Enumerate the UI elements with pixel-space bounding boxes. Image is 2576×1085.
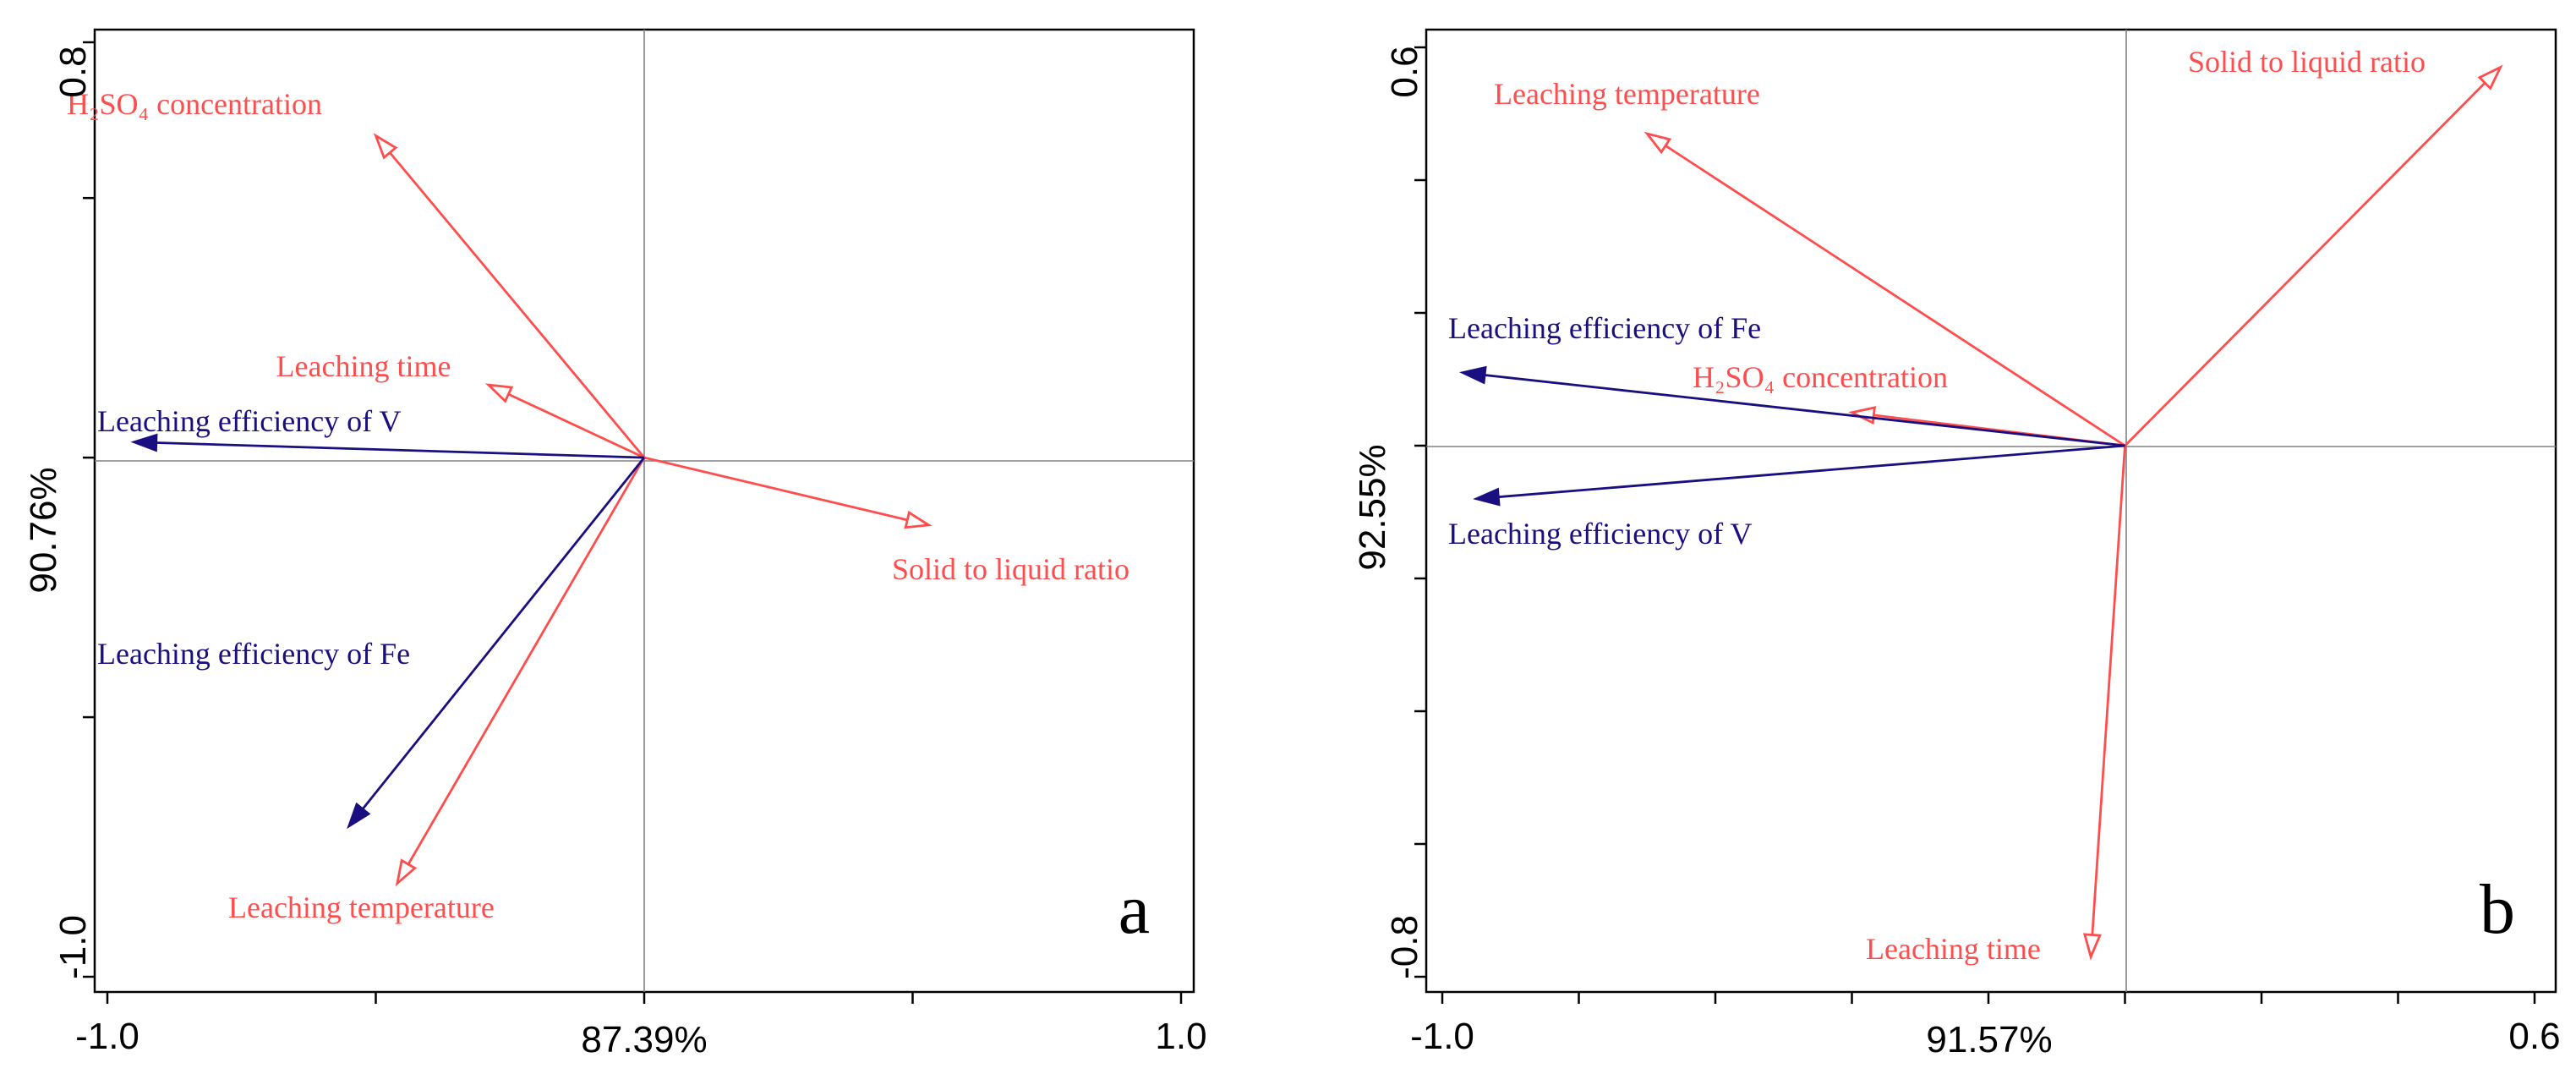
panel-a-x-tick-max: 1.0 xyxy=(1155,1016,1206,1057)
vector-label: Leaching efficiency of Fe xyxy=(1448,311,1761,345)
vector-label: Leaching time xyxy=(1866,932,2041,966)
vector-label: Leaching temperature xyxy=(1494,77,1760,111)
panel-a-letter: a xyxy=(1118,870,1150,949)
panel-a-vector-solid-to-liquid-ratio: Solid to liquid ratio xyxy=(643,456,1129,586)
arrowhead-icon xyxy=(1473,487,1501,507)
vector-line xyxy=(507,392,645,459)
arrowhead-icon xyxy=(395,858,418,887)
panel-b-vector-leaching-time: Leaching time xyxy=(1866,445,2126,966)
panel-a-y-axis-label: 90.76% xyxy=(23,467,64,593)
panel-a-x-tick-min: -1.0 xyxy=(75,1016,139,1057)
panel-a-y-tick-bottom: -1.0 xyxy=(52,915,94,979)
vector-line xyxy=(156,441,645,459)
panel-a-ticks xyxy=(83,41,1183,1004)
vector-line xyxy=(1498,444,2125,499)
vector-line xyxy=(361,457,646,810)
vector-line xyxy=(389,151,646,459)
arrowhead-icon xyxy=(347,802,371,830)
arrowhead-icon xyxy=(2083,933,2102,961)
panel-a-vector-leaching-time: Leaching time xyxy=(276,349,645,459)
panel-b-x-axis-label: 91.57% xyxy=(1926,1019,2052,1060)
panel-a: H₂SO₄ concentration Leaching time Solid to… xyxy=(23,28,1207,1060)
panel-a-y-tick-top: 0.8 xyxy=(52,46,94,97)
panel-a-vector-leaching-efficiency-of-v: Leaching efficiency of V xyxy=(97,404,645,459)
arrowhead-icon xyxy=(2477,64,2503,90)
vector-label: Leaching efficiency of Fe xyxy=(97,637,410,671)
panel-b-x-tick-max: 0.6 xyxy=(2508,1016,2560,1057)
panel-b-letter: b xyxy=(2480,870,2515,949)
vector-line xyxy=(643,456,908,522)
vector-label: Leaching temperature xyxy=(228,890,495,924)
vector-label: Leaching efficiency of V xyxy=(1448,517,1753,551)
vector-label: Leaching time xyxy=(276,349,451,383)
panel-b-vectors: Leaching temperature Solid to liquid rati… xyxy=(1448,45,2503,966)
vector-line xyxy=(2091,445,2126,935)
panel-b-vector-leaching-efficiency-of-v: Leaching efficiency of V xyxy=(1448,444,2125,551)
arrowhead-icon xyxy=(373,133,398,160)
arrowhead-icon xyxy=(1458,365,1487,385)
vector-line xyxy=(2124,82,2486,447)
panel-b: Leaching temperature Solid to liquid rati… xyxy=(1352,28,2561,1060)
vector-label: H₂SO₄ concentration xyxy=(1693,360,1948,394)
panel-b-vector-solid-to-liquid-ratio: Solid to liquid ratio xyxy=(2124,45,2503,447)
panel-b-vector-leaching-temperature: Leaching temperature xyxy=(1494,77,2126,447)
panel-a-x-axis-label: 87.39% xyxy=(581,1019,707,1060)
panel-b-vector-leaching-efficiency-of-fe: Leaching efficiency of Fe xyxy=(1448,311,2125,447)
panel-b-frame xyxy=(1425,28,2557,994)
panel-a-vector-leaching-temperature: Leaching temperature xyxy=(228,457,646,924)
arrowhead-icon xyxy=(904,510,933,529)
vector-label: Solid to liquid ratio xyxy=(892,552,1129,586)
panel-a-vector-leaching-efficiency-of-fe: Leaching efficiency of Fe xyxy=(97,457,646,830)
panel-b-ticks xyxy=(1414,46,2536,1004)
arrowhead-icon xyxy=(130,433,158,452)
vector-label: Solid to liquid ratio xyxy=(2188,45,2426,79)
vector-label: Leaching efficiency of V xyxy=(97,404,402,438)
vector-line xyxy=(407,457,646,865)
panel-b-y-axis-label: 92.55% xyxy=(1352,444,1393,570)
panel-b-y-tick-top: 0.6 xyxy=(1384,46,1425,97)
vector-line xyxy=(1665,145,2126,447)
panel-a-vector-h2so4-concentration: H₂SO₄ concentration xyxy=(67,87,646,459)
arrowhead-icon xyxy=(1643,131,1672,155)
panel-b-y-tick-bottom: -0.8 xyxy=(1384,915,1425,979)
vector-label: H₂SO₄ concentration xyxy=(67,87,322,121)
panel-b-x-tick-min: -1.0 xyxy=(1410,1016,1474,1057)
arrowhead-icon xyxy=(484,383,514,403)
vector-line xyxy=(1484,374,2125,447)
panel-a-vectors: H₂SO₄ concentration Leaching time Solid to… xyxy=(67,87,1129,924)
